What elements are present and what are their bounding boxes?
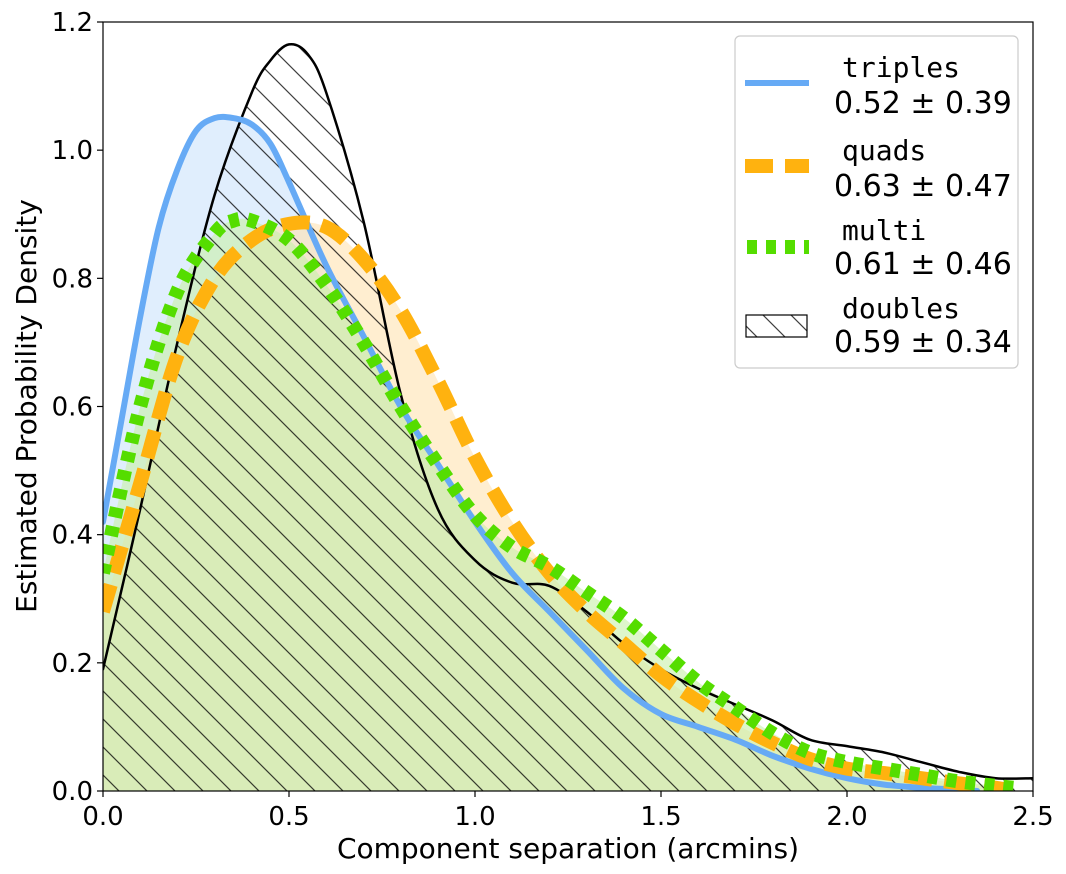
line-doubles	[103, 42, 1033, 780]
x-tick-label: 2.0	[826, 802, 867, 832]
line-triples	[103, 113, 981, 791]
legend-stat-quads: 0.63 ± 0.47	[834, 169, 1012, 204]
legend-stat-multi: 0.61 ± 0.46	[834, 247, 1012, 282]
x-axis-label: Component separation (arcmins)	[337, 832, 799, 865]
y-tick-label: 1.0	[52, 136, 93, 166]
x-tick-label: 1.5	[640, 802, 681, 832]
y-tick-label: 0.8	[52, 264, 93, 294]
lines-layer	[103, 42, 1033, 791]
legend-name-quads: quads	[842, 134, 926, 167]
y-tick-label: 0.4	[52, 521, 93, 551]
legend-frame	[734, 35, 1019, 369]
line-quads	[103, 215, 1016, 791]
x-tick-label: 1.0	[454, 802, 495, 832]
y-tick-label: 0.2	[52, 649, 93, 679]
x-tick-label: 0.5	[268, 802, 309, 832]
legend-swatch-doubles	[745, 314, 808, 338]
legend-stat-doubles: 0.59 ± 0.34	[834, 325, 1012, 360]
x-tick-label: 2.5	[1012, 802, 1053, 832]
y-tick-label: 0.6	[52, 393, 93, 423]
y-axis-label: Estimated Probability Density	[10, 199, 43, 613]
y-tick-label: 0.0	[52, 777, 93, 807]
legend-name-triples: triples	[842, 51, 960, 84]
legend-name-doubles: doubles	[842, 292, 960, 325]
ticks-layer: 0.0 0.5 1.0 1.5 2.0 2.5 0.0 0.2 0.4 0.6 0.8 1.0 1.2	[52, 8, 1054, 832]
legend-name-multi: multi	[842, 214, 926, 247]
x-tick-label: 0.0	[82, 802, 123, 832]
legend: triples 0.52 ± 0.39 quads 0.63 ± 0.47 mu…	[734, 35, 1019, 369]
y-tick-label: 1.2	[52, 8, 93, 38]
line-multi	[103, 211, 1016, 791]
legend-stat-triples: 0.52 ± 0.39	[834, 86, 1012, 121]
